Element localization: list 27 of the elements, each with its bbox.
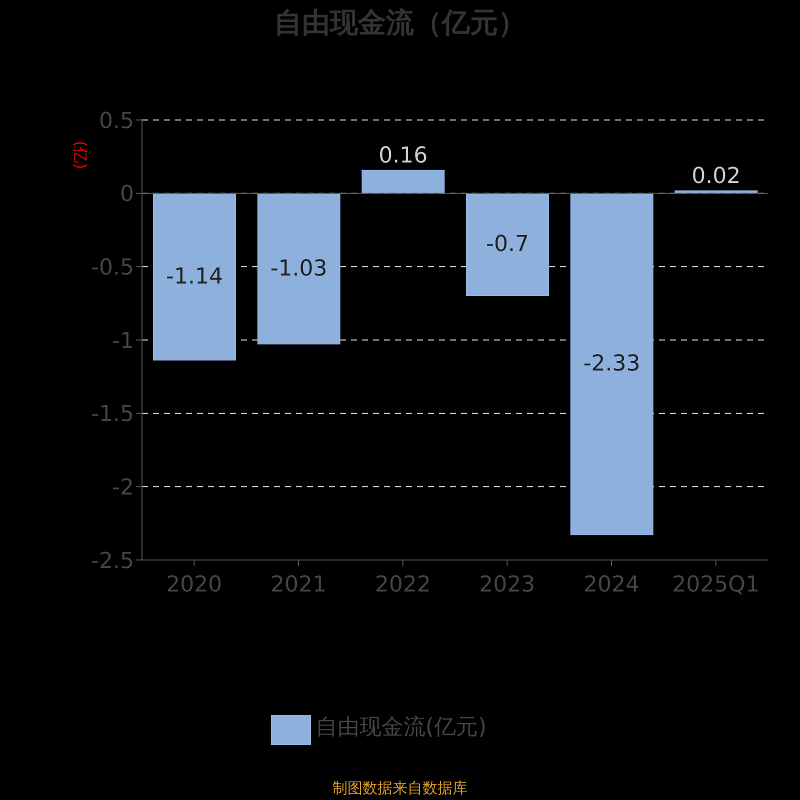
y-tick-label: -0.5 [91, 255, 134, 280]
x-tick-label: 2021 [270, 572, 326, 598]
bar [466, 193, 549, 296]
x-tick-label: 2023 [479, 572, 536, 598]
data-label: -1.14 [166, 264, 223, 290]
y-tick-label: 0.5 [99, 108, 134, 134]
data-label: 0.02 [692, 164, 741, 189]
bar [362, 170, 445, 194]
bar [570, 193, 654, 536]
data-label: -1.03 [270, 256, 328, 282]
y-axis-title: (亿) [71, 140, 90, 170]
data-label: -2.33 [583, 352, 640, 377]
text: 制图数据来自数据库 [332, 779, 468, 798]
x-tick-label: 2022 [374, 572, 431, 598]
data-label: 0.16 [378, 143, 428, 168]
y-tick-label: -1.5 [91, 402, 134, 428]
bar [153, 193, 236, 361]
x-tick-label: 2020 [166, 572, 222, 598]
bar [257, 193, 340, 344]
y-tick-label: -2 [112, 475, 134, 500]
y-tick-label: 0 [120, 182, 134, 208]
x-tick-label: 2024 [584, 572, 640, 598]
y-tick-label: -2.5 [91, 548, 134, 574]
legend-label: 自由现金流(亿元) [315, 715, 487, 740]
data-label: -0.7 [486, 232, 529, 258]
y-tick-label: -1 [112, 328, 134, 354]
x-tick-label: 2025Q1 [672, 572, 760, 598]
